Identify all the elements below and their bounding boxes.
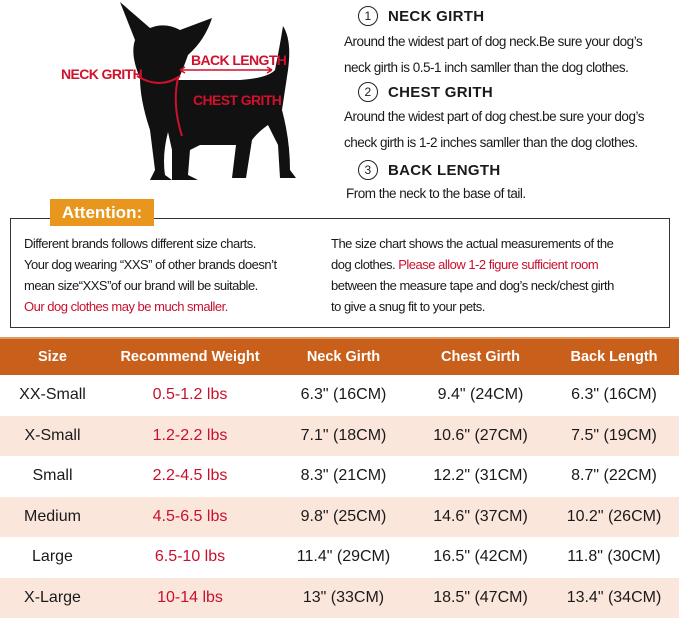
table-cell: 6.3" (16CM) xyxy=(571,386,657,404)
table-cell: 8.7" (22CM) xyxy=(571,467,657,485)
table-cell: 6.5-10 lbs xyxy=(154,548,226,566)
table-cell: 10-14 lbs xyxy=(157,588,223,606)
header-cell: Recommend Weight xyxy=(120,349,260,365)
table-cell: 7.1" (18CM) xyxy=(300,426,387,444)
warning-text: Please allow 1-2 figure sufficient room xyxy=(398,257,599,272)
text-line: Your dog wearing “XXS” of other brands d… xyxy=(24,257,277,272)
desc-line: check girth is 1-2 inches samller than t… xyxy=(344,135,638,150)
table-cell: 10.6" (27CM) xyxy=(433,426,528,444)
table-row: Small 2.2-4.5 lbs 8.3" (21CM) 12.2" (31CM) 8… xyxy=(0,456,679,497)
step-number: 3 xyxy=(358,160,378,180)
desc-line: Around the widest part of dog chest.be s… xyxy=(344,109,644,124)
step-title: BACK LENGTH xyxy=(388,161,501,179)
text-line: dog clothes. Please allow 1-2 figure suf… xyxy=(331,254,614,275)
step-title: CHEST GRITH xyxy=(388,83,493,101)
table-row: X-Small 1.2-2.2 lbs 7.1" (18CM) 10.6" (27CM… xyxy=(0,415,679,456)
table-cell: 9.8" (25CM) xyxy=(300,507,387,525)
table-cell: 16.5" (42CM) xyxy=(433,548,528,566)
back-length-label: BACK LENGTH xyxy=(191,52,287,68)
table-cell: 7.5" (19CM) xyxy=(571,426,657,444)
step-description: Around the widest part of dog neck.Be su… xyxy=(344,29,643,81)
text-line: between the measure tape and dog’s neck/… xyxy=(331,278,614,293)
attention-box xyxy=(10,218,670,328)
step-title: NECK GIRTH xyxy=(388,7,485,25)
step-neck-girth: 1 NECK GIRTH xyxy=(358,6,484,26)
attention-tag: Attention: xyxy=(50,199,154,226)
desc-line: neck girth is 0.5-1 inch samller than th… xyxy=(344,60,629,75)
table-cell: Medium xyxy=(24,507,81,525)
step-number: 2 xyxy=(358,82,378,102)
desc-line: From the neck to the base of tail. xyxy=(346,186,526,201)
table-cell: X-Small xyxy=(24,426,81,444)
table-cell: XX-Small xyxy=(19,386,86,404)
text-line: mean size“XXS”of our brand will be suita… xyxy=(24,278,258,293)
table-cell: 1.2-2.2 lbs xyxy=(152,426,228,444)
table-cell: 10.2" (26CM) xyxy=(566,507,662,525)
text-line: Different brands follows different size … xyxy=(24,236,256,251)
text-part: dog clothes. xyxy=(331,257,396,272)
table-cell: 11.8" (30CM) xyxy=(567,548,661,566)
table-cell: 13" (33CM) xyxy=(302,588,385,606)
table-cell: 13.4" (34CM) xyxy=(566,588,662,606)
table-cell: 4.5-6.5 lbs xyxy=(152,507,228,525)
header-cell: Neck Girth xyxy=(306,349,381,365)
step-number: 1 xyxy=(358,6,378,26)
dog-silhouette xyxy=(120,2,296,180)
step-description: Around the widest part of dog chest.be s… xyxy=(344,104,644,156)
table-cell: 18.5" (47CM) xyxy=(433,588,528,606)
header-cell: Back Length xyxy=(570,349,658,365)
table-cell: Small xyxy=(32,467,73,485)
chest-girth-arrow xyxy=(174,77,183,137)
header-cell: Chest Girth xyxy=(441,349,520,365)
text-line: The size chart shows the actual measurem… xyxy=(331,236,614,251)
table-cell: 6.3" (16CM) xyxy=(300,386,387,404)
chest-girth-label: CHEST GRITH xyxy=(193,92,282,108)
attention-left-text: Different brands follows different size … xyxy=(24,233,277,317)
table-row: Medium 4.5-6.5 lbs 9.8" (25CM) 14.6" (37CM)… xyxy=(0,496,679,537)
step-description: From the neck to the base of tail. xyxy=(346,181,526,207)
back-length-arrow xyxy=(179,66,273,74)
table-cell: 12.2" (31CM) xyxy=(433,467,528,485)
table-cell: 14.6" (37CM) xyxy=(433,507,528,525)
table-cell: 0.5-1.2 lbs xyxy=(152,386,228,404)
attention-right-text: The size chart shows the actual measurem… xyxy=(331,233,614,317)
table-cell: X-Large xyxy=(24,588,81,606)
step-back-length: 3 BACK LENGTH xyxy=(358,160,500,180)
size-chart-table: Size Recommend Weight Neck Girth Chest G… xyxy=(0,337,679,618)
neck-girth-label: NECK GRITH xyxy=(61,66,143,82)
table-row: XX-Small 0.5-1.2 lbs 6.3" (16CM) 9.4" (24CM… xyxy=(0,375,679,416)
step-chest-girth: 2 CHEST GRITH xyxy=(358,82,493,102)
text-line: to give a snug fit to your pets. xyxy=(331,299,485,314)
desc-line: Around the widest part of dog neck.Be su… xyxy=(344,34,643,49)
table-row: X-Large 10-14 lbs 13" (33CM) 18.5" (47CM) 13… xyxy=(0,577,679,618)
neck-girth-line xyxy=(136,75,181,84)
table-row: Large 6.5-10 lbs 11.4" (29CM) 16.5" (42CM) 1… xyxy=(0,537,679,578)
table-cell: 2.2-4.5 lbs xyxy=(152,467,228,485)
table-cell: 9.4" (24CM) xyxy=(437,386,524,404)
header-cell: Size xyxy=(37,349,67,365)
dog-silhouette-diagram xyxy=(120,2,296,180)
warning-text: Our dog clothes may be much smaller. xyxy=(24,299,228,314)
table-header: Size Recommend Weight Neck Girth Chest G… xyxy=(0,337,679,375)
table-cell: Large xyxy=(32,548,73,566)
table-cell: 11.4" (29CM) xyxy=(296,548,391,566)
table-cell: 8.3" (21CM) xyxy=(300,467,387,485)
